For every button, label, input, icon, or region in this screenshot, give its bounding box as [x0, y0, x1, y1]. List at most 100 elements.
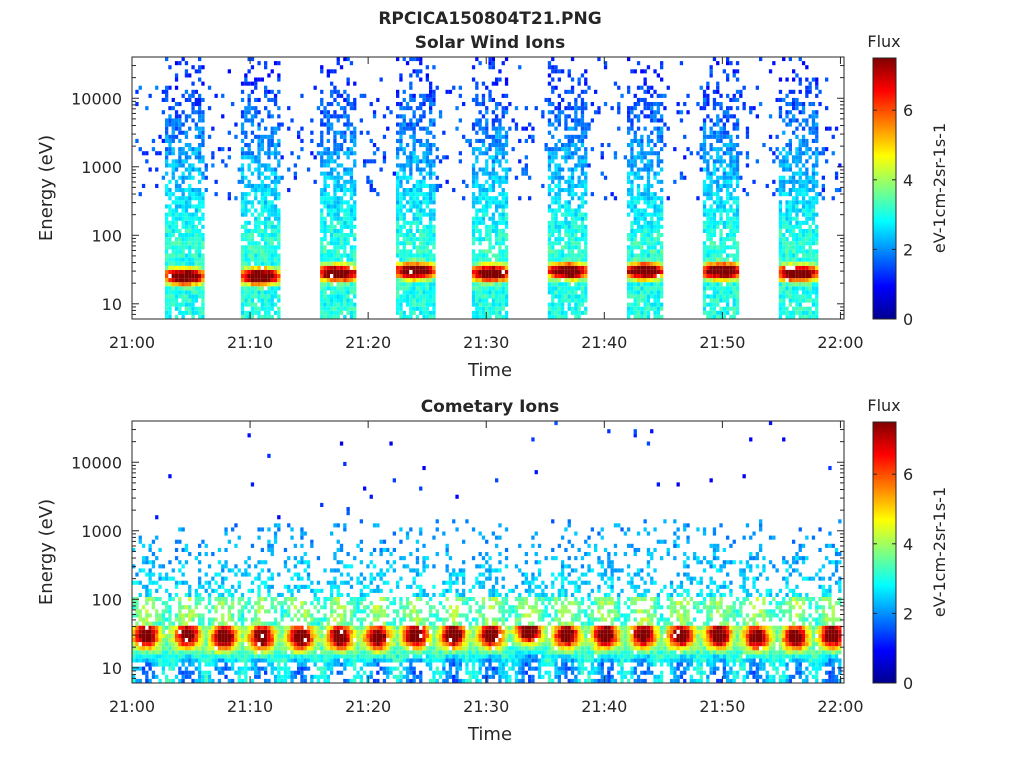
- spectrogram-cell: [732, 126, 736, 131]
- spectrogram-cell: [277, 224, 281, 229]
- spectrogram-cell: [353, 106, 357, 111]
- spectrogram-cell: [726, 134, 730, 139]
- spectrogram-cell: [491, 155, 495, 160]
- spectrogram-cell: [198, 57, 202, 62]
- spectrogram-cell: [488, 155, 492, 160]
- spectrogram-cell: [333, 179, 337, 184]
- spectrogram-cell: [825, 77, 829, 82]
- spectrogram-cell: [811, 220, 816, 225]
- spectrogram-cell: [201, 290, 205, 295]
- spectrogram-cell: [584, 134, 588, 139]
- spectrogram-cell: [653, 245, 657, 250]
- spectrogram-cell: [184, 204, 189, 209]
- spectrogram-cell: [811, 126, 816, 131]
- spectrogram-cell: [778, 274, 783, 279]
- spectrogram-cell: [432, 233, 436, 238]
- spectrogram-cell: [240, 274, 245, 279]
- spectrogram-cell: [808, 196, 812, 201]
- spectrogram-cell: [709, 134, 713, 139]
- spectrogram-cell: [201, 302, 205, 307]
- spectrogram-cell: [485, 298, 489, 303]
- spectrogram-cell: [574, 241, 578, 246]
- spectrogram-cell: [584, 81, 588, 86]
- spectrogram-cell: [412, 241, 416, 246]
- spectrogram-cell: [247, 245, 251, 250]
- spectrogram-cell: [521, 126, 525, 131]
- spectrogram-cell: [574, 163, 578, 168]
- spectrogram-cell: [795, 188, 799, 193]
- spectrogram-cell: [244, 294, 248, 299]
- spectrogram-cell: [171, 163, 175, 168]
- spectrogram-cell: [584, 224, 588, 229]
- spectrogram-cell: [712, 265, 717, 270]
- spectrogram-cell: [795, 253, 799, 258]
- spectrogram-cell: [834, 171, 839, 176]
- spectrogram-cell: [171, 228, 175, 233]
- spectrogram-cell: [785, 212, 789, 217]
- spectrogram-cell: [333, 310, 337, 315]
- spectrogram-cell: [293, 171, 297, 176]
- spectrogram-cell: [188, 298, 192, 303]
- spectrogram-cell: [191, 261, 195, 266]
- spectrogram-cell: [323, 179, 327, 184]
- spectrogram-cell: [264, 208, 268, 213]
- spectrogram-cell: [458, 118, 462, 123]
- spectrogram-cell: [168, 179, 172, 184]
- spectrogram-cell: [722, 208, 726, 213]
- spectrogram-cell: [792, 130, 796, 135]
- spectrogram-cell: [491, 265, 495, 270]
- spectrogram-cell: [343, 278, 347, 283]
- spectrogram-cell: [336, 147, 340, 152]
- spectrogram-cell: [188, 290, 192, 295]
- spectrogram-cell: [815, 171, 819, 176]
- spectrogram-cell: [488, 143, 492, 148]
- spectrogram-cell: [141, 625, 146, 630]
- spectrogram-cell: [811, 298, 816, 303]
- spectrogram-cell: [564, 155, 568, 160]
- spectrogram-cell: [656, 224, 660, 229]
- spectrogram-cell: [359, 118, 363, 123]
- spectrogram-cell: [702, 282, 707, 287]
- spectrogram-cell: [722, 179, 726, 184]
- spectrogram-cell: [808, 89, 812, 94]
- spectrogram-cell: [346, 290, 350, 295]
- spectrogram-cell: [415, 257, 420, 262]
- spectrogram-cell: [683, 102, 687, 107]
- spectrogram-cell: [471, 228, 476, 233]
- spectrogram-cell: [425, 163, 429, 168]
- spectrogram-cell: [422, 298, 426, 303]
- spectrogram-cell: [785, 306, 789, 311]
- spectrogram-cell: [478, 249, 482, 254]
- spectrogram-cell: [257, 294, 261, 299]
- spectrogram-cell: [184, 274, 189, 279]
- spectrogram-cell: [567, 134, 571, 139]
- spectrogram-cell: [366, 130, 370, 135]
- spectrogram-cell: [168, 257, 172, 262]
- spectrogram-cell: [643, 200, 647, 205]
- spectrogram-cell: [330, 167, 334, 172]
- spectrogram-cell: [188, 245, 192, 250]
- spectrogram-cell: [270, 233, 274, 238]
- spectrogram-cell: [646, 302, 651, 307]
- spectrogram-cell: [471, 310, 476, 315]
- spectrogram-cell: [422, 245, 426, 250]
- spectrogram-cell: [561, 290, 565, 295]
- spectrogram-cell: [432, 208, 436, 213]
- spectrogram-cell: [227, 155, 231, 160]
- spectrogram-cell: [745, 192, 750, 197]
- spectrogram-cell: [640, 241, 644, 246]
- spectrogram-cell: [735, 171, 740, 176]
- spectrogram-cell: [429, 102, 433, 107]
- spectrogram-cell: [643, 208, 647, 213]
- spectrogram-cell: [660, 118, 664, 123]
- spectrogram-cell: [425, 282, 429, 287]
- spectrogram-cell: [201, 237, 205, 242]
- spectrogram-cell: [778, 241, 783, 246]
- spectrogram-cell: [656, 310, 660, 315]
- spectrogram-cell: [300, 147, 304, 152]
- x-tick-label: 21:30: [463, 333, 509, 352]
- spectrogram-cell: [722, 171, 726, 176]
- spectrogram-cell: [709, 245, 713, 250]
- spectrogram-cell: [244, 261, 248, 266]
- spectrogram-cell: [471, 257, 476, 262]
